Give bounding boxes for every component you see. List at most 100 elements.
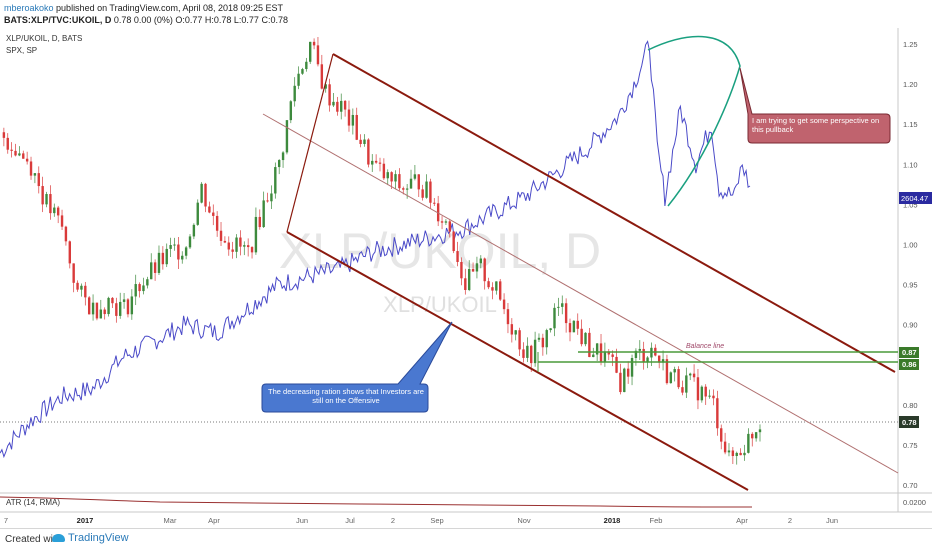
main-series-legend[interactable]: XLP/UKOIL, D, BATS <box>6 34 82 43</box>
candle <box>84 281 87 306</box>
overlay-series-legend[interactable]: SPX, SP <box>6 46 37 55</box>
atr-legend[interactable]: ATR (14, RMA) <box>6 498 60 507</box>
candle <box>572 320 576 333</box>
candle <box>29 156 33 180</box>
candle <box>64 225 68 246</box>
callout-top[interactable]: I am trying to get some perspective on t… <box>739 67 891 144</box>
candle <box>758 424 762 442</box>
candle <box>440 216 444 230</box>
candle <box>475 256 479 279</box>
candle <box>634 348 638 366</box>
candle <box>301 67 304 75</box>
candle <box>243 241 246 256</box>
y-tick-label: 1.25 <box>903 40 918 49</box>
balance-line-label: Balance line <box>686 343 724 350</box>
candle <box>735 451 738 465</box>
candle <box>514 329 517 341</box>
candle <box>14 143 17 157</box>
candle <box>576 313 579 335</box>
author-link[interactable]: mberoakoko <box>4 3 54 13</box>
candle <box>526 337 529 363</box>
candle <box>181 251 184 264</box>
candle <box>716 390 719 436</box>
candle <box>367 138 370 168</box>
x-tick-label: 2017 <box>77 516 94 525</box>
svg-text:0.78: 0.78 <box>902 418 917 427</box>
candle <box>227 236 230 256</box>
candle <box>188 234 192 249</box>
candle <box>545 328 548 355</box>
y-tick-label: 0.70 <box>903 481 918 490</box>
arc-drawing[interactable] <box>647 35 741 207</box>
x-tick-label: Jul <box>345 516 355 525</box>
candle <box>285 120 289 155</box>
candle <box>444 219 448 226</box>
x-tick-label: Apr <box>208 516 220 525</box>
created-with-text: Created with <box>5 534 62 545</box>
candle <box>557 297 560 317</box>
candle <box>390 171 393 189</box>
price-chart[interactable]: XLP/UKOIL, D XLP/UKOIL XLP/UKOIL, D, BAT… <box>0 0 932 528</box>
candle <box>142 277 145 295</box>
channel-anchor-line[interactable] <box>286 53 334 233</box>
candle <box>277 159 281 175</box>
callout-bottom[interactable]: The decreasing ration shows that Investo… <box>261 321 453 413</box>
candle <box>49 185 52 220</box>
candle <box>37 166 40 194</box>
published-text: published on TradingView.com, April 08, … <box>56 3 284 13</box>
candle <box>53 203 56 217</box>
brand-name: TradingView <box>68 532 129 544</box>
candle <box>661 350 665 371</box>
candle <box>630 354 634 386</box>
candle <box>103 307 106 320</box>
cloud-icon <box>52 534 65 543</box>
candle <box>235 234 238 259</box>
candle <box>320 54 324 90</box>
candle <box>258 209 261 230</box>
candle <box>421 184 424 201</box>
candle <box>425 174 428 199</box>
candle <box>665 354 669 385</box>
candle <box>530 344 533 372</box>
candle <box>483 257 486 290</box>
channel-lower-line[interactable] <box>286 231 749 491</box>
candle <box>122 292 126 309</box>
y-tick-label: 0.95 <box>903 281 918 290</box>
candle <box>642 341 645 370</box>
spx-last-badge: 2604.47 <box>899 192 932 204</box>
channel-upper-line[interactable] <box>332 53 896 373</box>
callout-top-text: I am trying to get some perspective on t… <box>752 116 880 134</box>
candle <box>281 151 285 168</box>
candle <box>56 205 60 224</box>
candle <box>623 367 626 393</box>
candle <box>464 268 467 295</box>
level-low-badge: 0.86 <box>899 359 919 370</box>
candle <box>487 277 490 290</box>
candle <box>215 211 219 237</box>
candle <box>681 380 684 396</box>
x-tick-label: Feb <box>650 516 663 525</box>
candle <box>165 243 168 268</box>
y-tick-label: 1.10 <box>903 160 918 169</box>
candle <box>626 361 630 384</box>
candle <box>712 389 715 406</box>
tradingview-logo[interactable]: TradingView <box>52 532 129 544</box>
candle <box>316 36 320 67</box>
candle <box>212 204 215 226</box>
candle <box>33 172 37 184</box>
candle <box>677 366 680 390</box>
candle <box>130 289 134 320</box>
candle <box>246 238 250 257</box>
time-axis[interactable]: 7 2017 Mar Apr Jun Jul 2 Sep Nov 2018 Feb Apr 2 Jun <box>4 516 838 525</box>
channel-mid-line[interactable] <box>262 113 899 474</box>
candle <box>611 350 614 367</box>
candle <box>60 209 64 230</box>
candle <box>537 333 541 342</box>
candle <box>95 302 99 321</box>
y-tick-label: 1.05 <box>903 200 918 209</box>
candle <box>739 448 742 456</box>
x-tick-label: Nov <box>517 516 531 525</box>
last-price-badge: 0.78 <box>899 416 919 428</box>
y-tick-label: 1.15 <box>903 120 918 129</box>
candle <box>561 295 564 315</box>
